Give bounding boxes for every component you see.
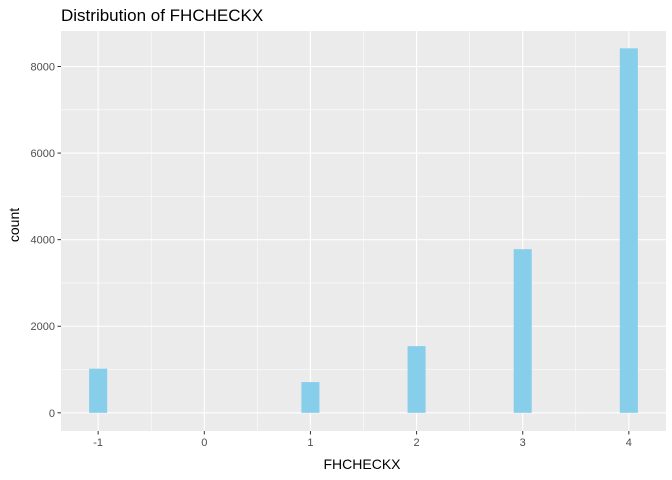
y-axis-ticks: 0 2000 4000 6000 8000 bbox=[31, 61, 61, 420]
y-tick-label: 2000 bbox=[31, 321, 55, 333]
bar bbox=[407, 346, 426, 413]
x-axis-ticks: -1 0 1 2 3 4 bbox=[93, 431, 632, 449]
bar bbox=[619, 48, 638, 413]
y-tick-label: 4000 bbox=[31, 235, 55, 247]
x-tick-label: 2 bbox=[414, 437, 420, 449]
y-tick-label: 6000 bbox=[31, 148, 55, 160]
x-tick-label: -1 bbox=[93, 437, 103, 449]
bars bbox=[89, 48, 638, 413]
x-tick-label: 4 bbox=[626, 437, 632, 449]
bar bbox=[89, 368, 108, 413]
bar bbox=[513, 249, 532, 413]
x-axis-title: FHCHECKX bbox=[323, 456, 401, 472]
y-axis-title: count bbox=[6, 208, 22, 242]
minor-gridlines bbox=[61, 31, 666, 431]
x-tick-label: 0 bbox=[201, 437, 207, 449]
bar bbox=[301, 382, 320, 413]
y-tick-label: 0 bbox=[49, 408, 55, 420]
y-tick-label: 8000 bbox=[31, 61, 55, 73]
x-tick-label: 3 bbox=[520, 437, 526, 449]
x-tick-label: 1 bbox=[307, 437, 313, 449]
chart-title: Distribution of FHCHECKX bbox=[61, 6, 263, 25]
